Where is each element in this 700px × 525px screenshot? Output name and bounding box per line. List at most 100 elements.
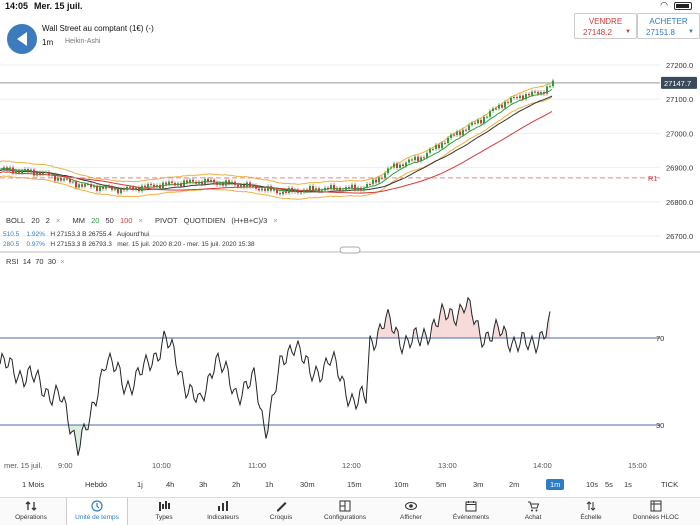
mm-100: 100 [119, 216, 133, 225]
high-low: H 27153.3 B 26755.4 [50, 231, 112, 238]
toolbar-achat[interactable]: Achat [502, 498, 564, 525]
period-15m[interactable]: 15m [347, 480, 362, 489]
period-hebdo[interactable]: Hebdo [85, 480, 108, 489]
candle [165, 182, 167, 185]
candle [432, 148, 434, 150]
toolbar-donnees-hloc[interactable]: Données HLOC [625, 498, 687, 525]
bb-info: 510.5 1.92% H 27153.3 B 26755.4 Aujourd'… [3, 230, 255, 250]
rsi-param-2: 70 [35, 257, 44, 266]
eye-icon [380, 500, 442, 514]
period-2m[interactable]: 2m [509, 480, 520, 489]
candle [321, 190, 323, 192]
close-icon[interactable]: × [273, 216, 278, 225]
status-date: Mer. 15 juil. [34, 1, 83, 11]
price-tick-label: 27100.0 [666, 95, 693, 104]
time-tick-label: 10:00 [152, 461, 171, 470]
time-tick-label: 15:00 [628, 461, 647, 470]
back-button[interactable] [7, 24, 37, 54]
price-chart[interactable]: 27200.0 27100.0 27000.0 26900.0 26800.0 26700… [0, 55, 700, 255]
candle [246, 182, 248, 188]
mm-label[interactable]: MM [72, 216, 85, 225]
candle [123, 188, 125, 191]
period-1s[interactable]: 1s [624, 480, 632, 489]
toolbar-croquis[interactable]: Croquis [250, 498, 312, 525]
candle [75, 181, 77, 188]
candle [312, 185, 314, 191]
candle [459, 131, 461, 136]
candle [483, 117, 485, 124]
toolbar-echelle[interactable]: Échelle [560, 498, 622, 525]
overbought-zone [522, 332, 524, 338]
toolbar-indicateurs[interactable]: Indicateurs [192, 498, 254, 525]
close-icon[interactable]: × [138, 216, 143, 225]
candle [90, 184, 92, 188]
candle [207, 178, 209, 182]
period-10m[interactable]: 10m [394, 480, 409, 489]
candle [120, 188, 122, 194]
candle [306, 189, 308, 191]
period-3m[interactable]: 3m [473, 480, 484, 489]
candle [399, 164, 401, 168]
period-10s[interactable]: 10s [586, 480, 599, 489]
sell-button[interactable]: VENDRE 27148.2 ▼ [574, 13, 637, 39]
candle [315, 188, 317, 191]
candle [99, 186, 101, 191]
candle [258, 188, 260, 191]
toolbar-label: Unité de temps [75, 514, 119, 521]
rsi-chart[interactable]: 70 30 [0, 262, 700, 470]
candle [231, 181, 233, 184]
candle [291, 187, 293, 192]
table-icon [625, 500, 687, 514]
candle [168, 181, 170, 185]
period-1h[interactable]: 1h [265, 480, 274, 489]
toolbar-label: Opérations [15, 514, 47, 521]
bb-info-row: 280.5 0.97% H 27153.3 B 26793.3 mer. 15 … [3, 240, 255, 250]
instrument-name[interactable]: Wall Street au comptant (1€) (-) [42, 24, 154, 33]
period-5s[interactable]: 5s [605, 480, 613, 489]
candle [366, 184, 368, 188]
toolbar-operations[interactable]: Opérations [0, 498, 62, 525]
wifi-icon: ◠ [660, 0, 668, 10]
period-1j[interactable]: 1j [137, 480, 143, 489]
period-tick[interactable]: TICK [661, 480, 679, 489]
candle [36, 172, 38, 176]
candle [57, 177, 59, 181]
toolbar-afficher[interactable]: Afficher [380, 498, 442, 525]
change-value: 280.5 [3, 241, 20, 248]
period-1m[interactable]: 1m [546, 479, 565, 490]
pivot-label[interactable]: PIVOT [155, 216, 178, 225]
candle [285, 191, 287, 193]
candle [480, 119, 482, 124]
candle [510, 97, 512, 103]
candle [186, 180, 188, 183]
toolbar-evenements[interactable]: Événements [440, 498, 502, 525]
candle [144, 185, 146, 188]
candle [138, 187, 140, 192]
candle [27, 169, 29, 172]
period-30m[interactable]: 30m [300, 480, 315, 489]
candle [252, 185, 254, 187]
close-icon[interactable]: × [55, 216, 61, 225]
candle [423, 157, 425, 159]
buy-button[interactable]: ACHETER 27151.8 ▼ [637, 13, 700, 39]
bottom-toolbar: Opérations Unité de temps Types Indicateurs… [0, 497, 700, 525]
rsi-label[interactable]: RSI [6, 257, 19, 266]
candle [498, 104, 500, 109]
pane-resize-handle [339, 246, 361, 254]
candle [156, 185, 158, 188]
candle [114, 188, 116, 190]
candle [126, 186, 128, 191]
period-3h[interactable]: 3h [199, 480, 208, 489]
price-tick-label: 27200.0 [666, 61, 693, 70]
period-2h[interactable]: 2h [232, 480, 241, 489]
close-icon[interactable]: × [60, 257, 65, 266]
toolbar-unite-de-temps[interactable]: Unité de temps [66, 498, 128, 525]
period-1-mois[interactable]: 1 Mois [22, 480, 45, 489]
candle [234, 181, 236, 185]
toolbar-configurations[interactable]: Configurations [314, 498, 376, 525]
period-4h[interactable]: 4h [166, 480, 175, 489]
time-tick-label: 14:00 [533, 461, 552, 470]
toolbar-types[interactable]: Types [133, 498, 195, 525]
period-5m[interactable]: 5m [436, 480, 447, 489]
boll-label[interactable]: BOLL [6, 216, 26, 225]
